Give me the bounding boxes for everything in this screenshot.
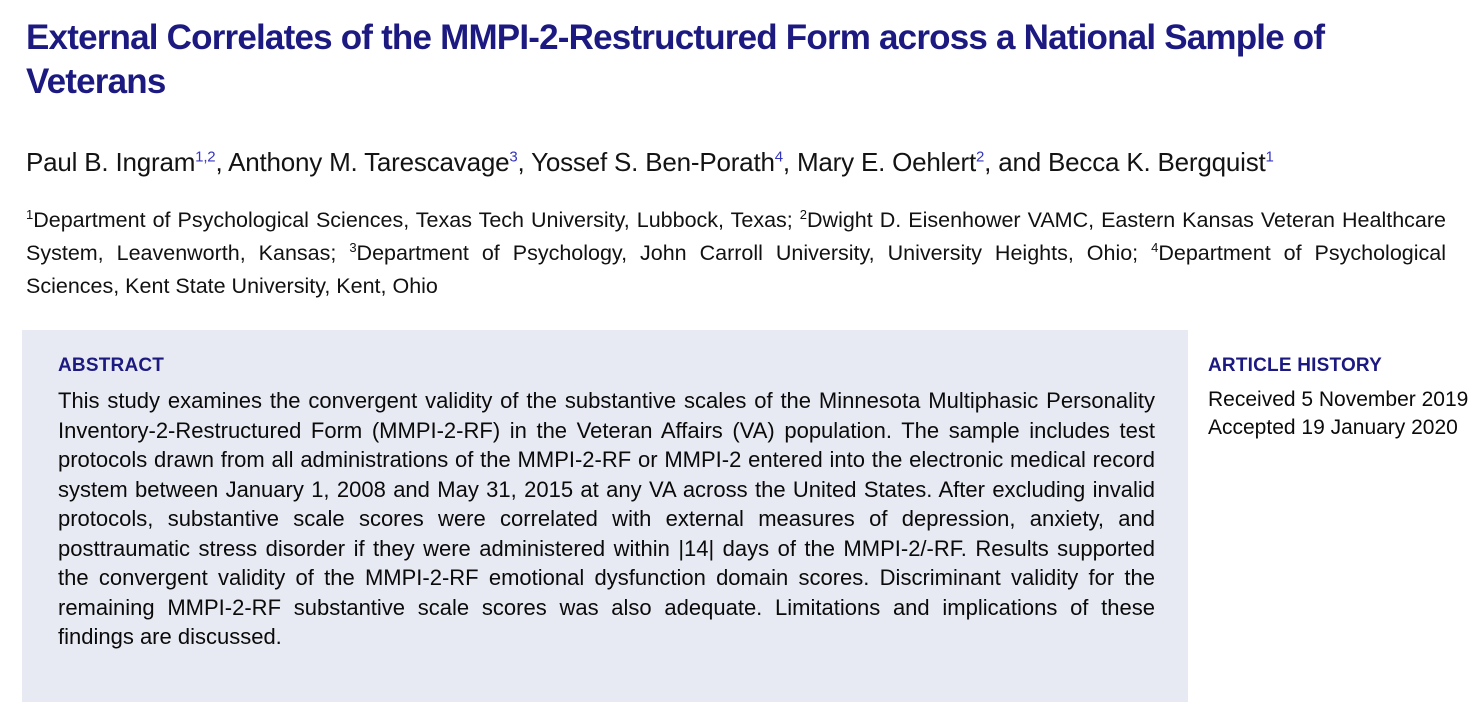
author: Mary E. Oehlert2 — [796, 147, 985, 177]
abstract-text: This study examines the convergent valid… — [58, 388, 1155, 649]
author-separator: , — [782, 147, 797, 177]
abstract-section: ABSTRACT This study examines the converg… — [22, 330, 1476, 702]
author-affiliation-superscript: 4 — [774, 148, 783, 166]
affiliation-superscript: 1 — [26, 206, 34, 222]
article-history-label: ARTICLE HISTORY — [1208, 355, 1383, 376]
author-separator: , and — [984, 147, 1049, 177]
affiliation-superscript: 3 — [349, 239, 357, 255]
article-history: ARTICLE HISTORY Received 5 November 2019… — [1208, 330, 1474, 442]
article-history-received: Received 5 November 2019 — [1208, 388, 1469, 411]
author: Anthony M. Tarescavage3 — [228, 147, 518, 177]
author: Paul B. Ingram1,2 — [26, 147, 216, 177]
abstract-label: ABSTRACT — [58, 355, 165, 376]
author-affiliation-superscript: 2 — [976, 148, 985, 166]
affiliation-line: 1Department of Psychological Sciences, T… — [26, 204, 1446, 303]
affiliation: Department of Psychology, John Carroll U… — [356, 241, 1152, 265]
author: Becca K. Bergquist1 — [1048, 147, 1274, 177]
author-affiliation-superscript: 1 — [1265, 148, 1274, 166]
author-separator: , — [517, 147, 532, 177]
author-line: Paul B. Ingram1,2, Anthony M. Tarescavag… — [26, 146, 1476, 178]
author-separator: , — [215, 147, 229, 177]
abstract-box: ABSTRACT This study examines the converg… — [22, 330, 1188, 702]
affiliation-superscript: 4 — [1151, 239, 1159, 255]
affiliation: Dwight D. Eisenhower VAMC, Eastern Kansa… — [26, 208, 1446, 265]
affiliation: Department of Psychological Sciences, Ke… — [26, 241, 1447, 298]
affiliation: Department of Psychological Sciences, Te… — [33, 208, 800, 232]
article-history-accepted: Accepted 19 January 2020 — [1208, 416, 1458, 439]
author: Yossef S. Ben-Porath4 — [531, 147, 783, 177]
author-affiliation-superscript: 3 — [509, 148, 518, 166]
paper-title: External Correlates of the MMPI-2-Restru… — [26, 18, 1325, 101]
author-affiliation-superscript: 1,2 — [195, 148, 216, 166]
affiliation-superscript: 2 — [799, 206, 808, 222]
